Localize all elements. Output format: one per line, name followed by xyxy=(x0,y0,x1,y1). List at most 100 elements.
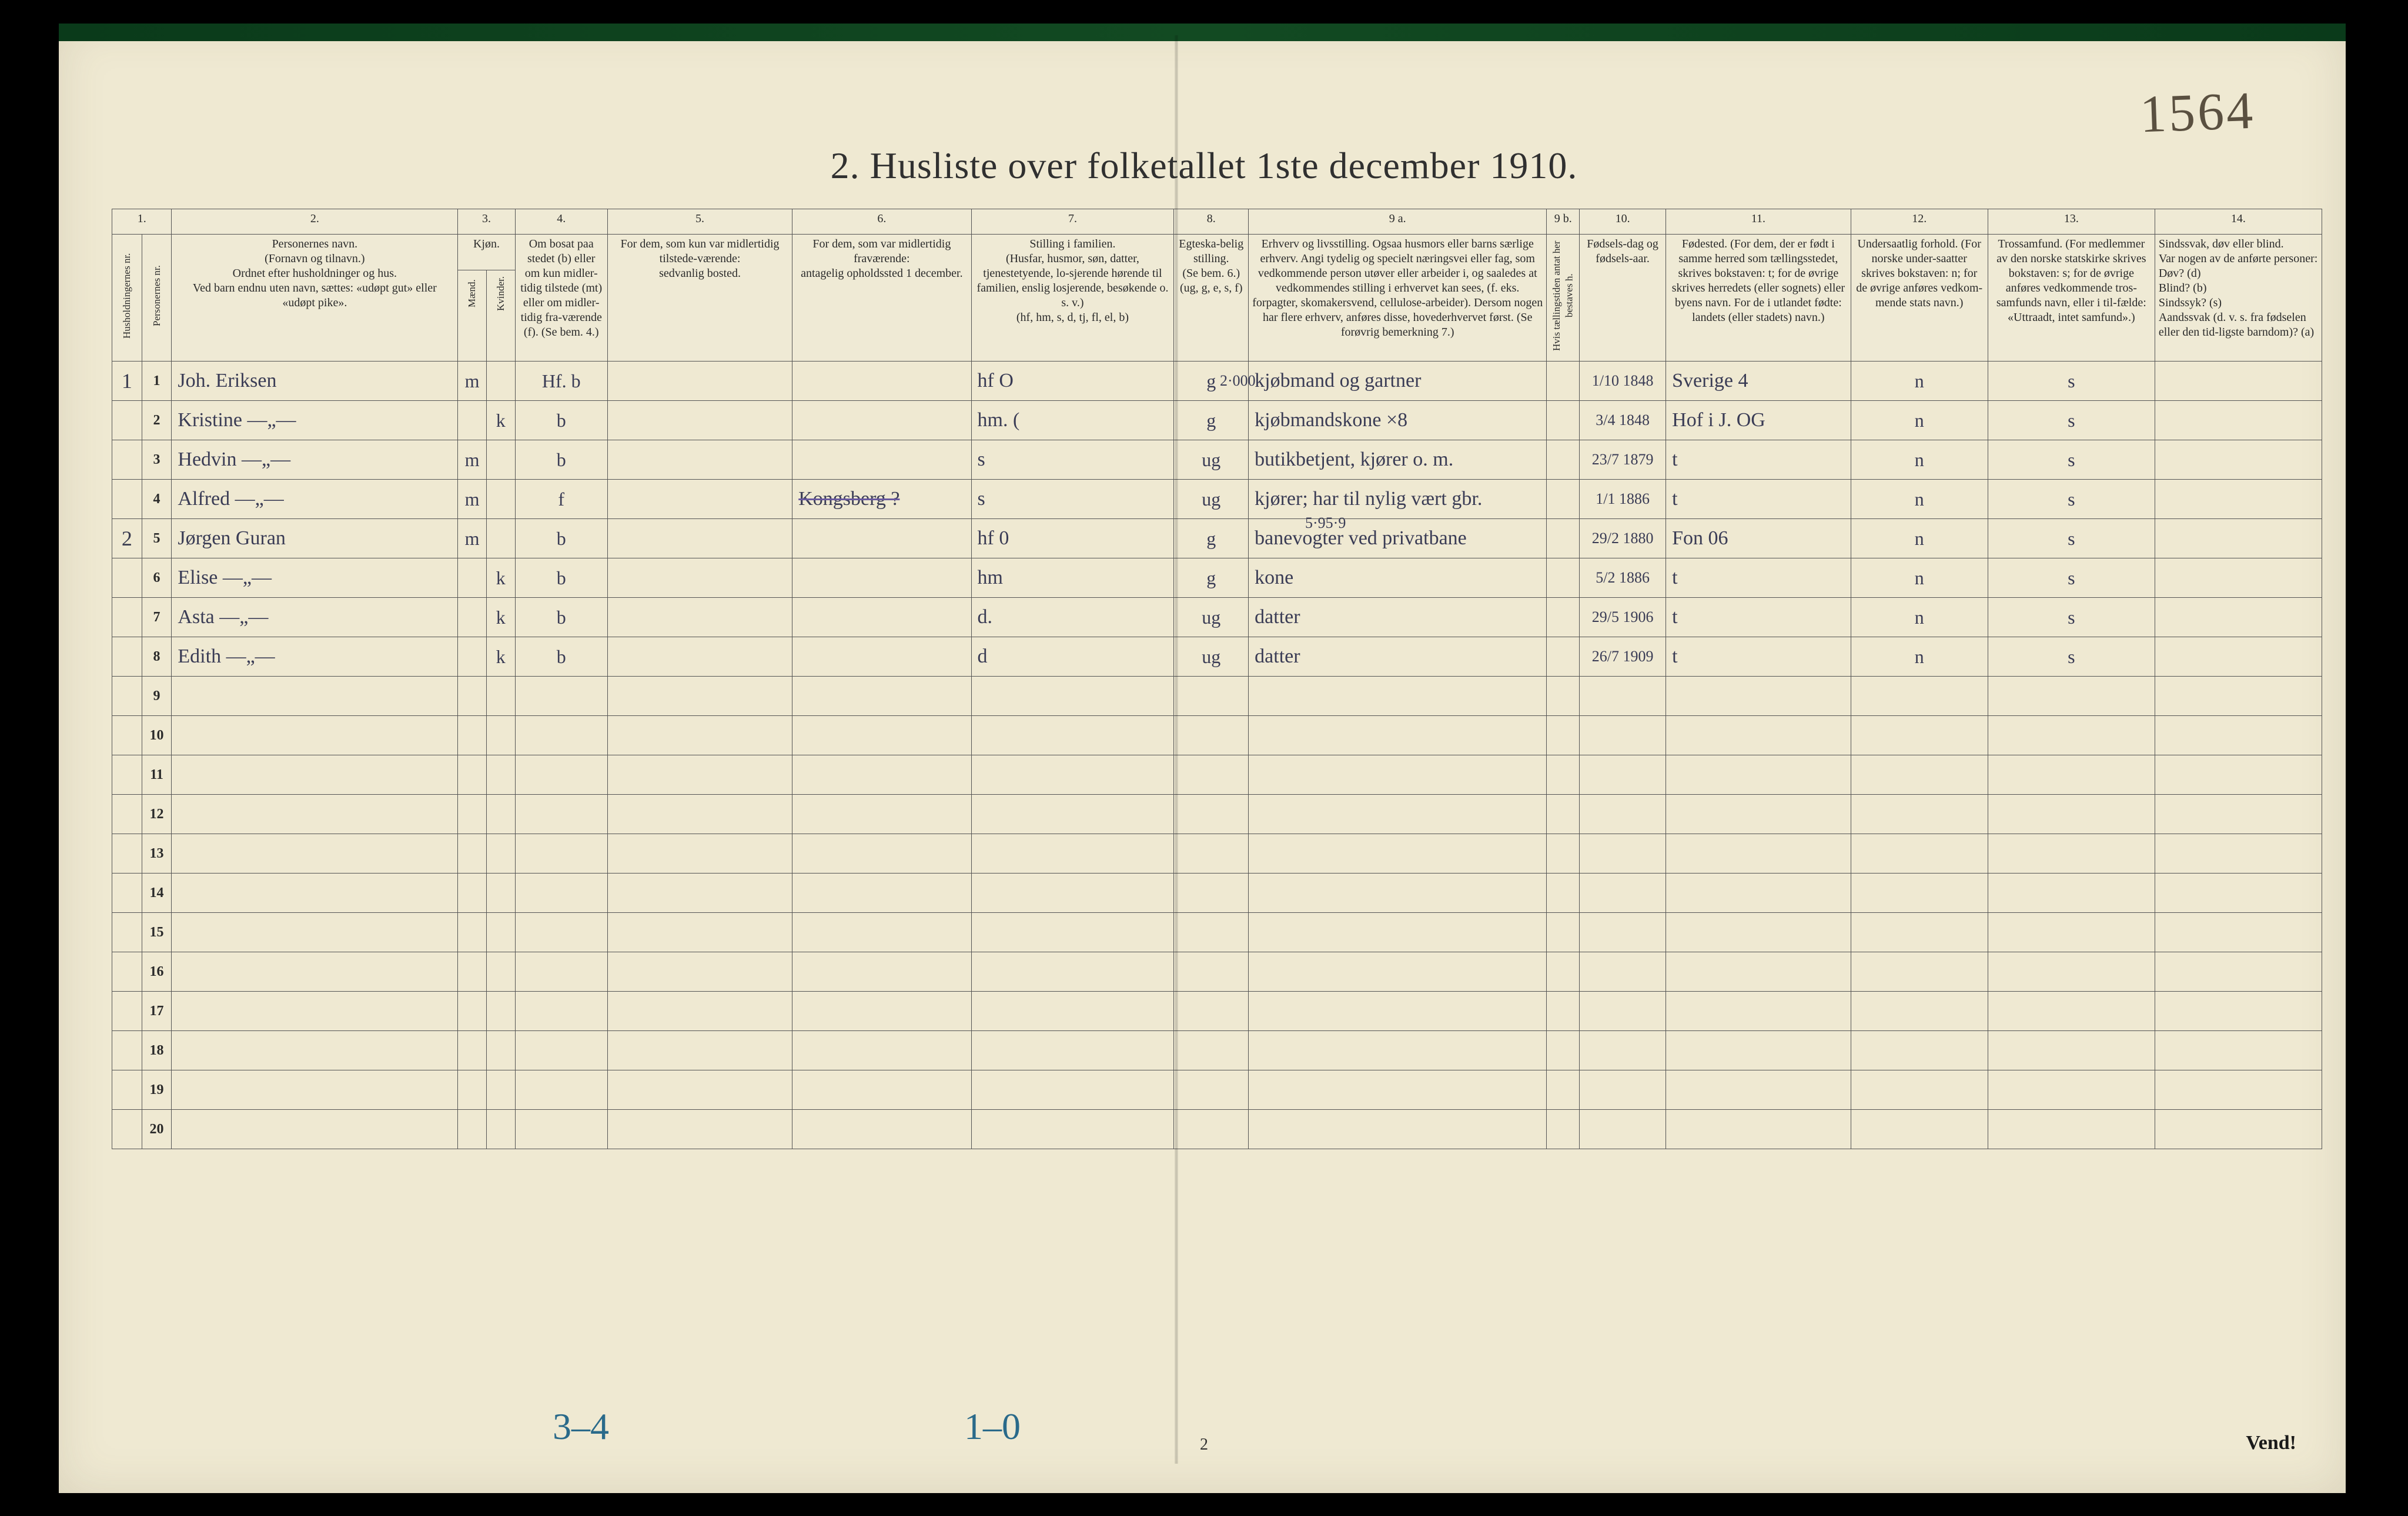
cell-infirmity xyxy=(2155,677,2322,716)
cell-sex-m xyxy=(458,1031,487,1070)
head-9b: Hvis tællingstiden antat her bestaves h. xyxy=(1547,235,1580,362)
cell-name xyxy=(172,677,458,716)
cell-occupation xyxy=(1249,1031,1547,1070)
cell-occupation xyxy=(1249,755,1547,795)
cell-name xyxy=(172,952,458,992)
cell-status xyxy=(515,1031,607,1070)
cell-temp-present xyxy=(607,519,792,558)
cell-temp-absent xyxy=(792,952,971,992)
cell-household-nr xyxy=(112,480,142,519)
cell-temp-present xyxy=(607,1070,792,1110)
cell-9b xyxy=(1547,716,1580,755)
cell-family-pos xyxy=(971,952,1174,992)
cell-sex-m: m xyxy=(458,480,487,519)
cell-infirmity xyxy=(2155,598,2322,637)
cell-sex-m xyxy=(458,992,487,1031)
cell-status xyxy=(515,952,607,992)
cell-sex-k xyxy=(486,362,515,401)
cell-sex-k xyxy=(486,795,515,834)
cell-person-nr: 4 xyxy=(142,480,172,519)
cell-temp-present xyxy=(607,362,792,401)
cell-citizenship: n xyxy=(1851,362,1988,401)
cell-name: Jørgen Guran xyxy=(172,519,458,558)
cell-infirmity xyxy=(2155,519,2322,558)
footer-tally-left: 3–4 xyxy=(553,1405,609,1448)
cell-sex-k xyxy=(486,874,515,913)
cell-9b xyxy=(1547,1031,1580,1070)
head-residence-status: Om bosat paa stedet (b) eller om kun mid… xyxy=(515,235,607,362)
table-row: 20 xyxy=(112,1110,2322,1149)
annotation-row5: 5·95·9 xyxy=(1305,514,1346,532)
document-title: 2. Husliste over folketallet 1ste decemb… xyxy=(0,144,2408,188)
cell-citizenship: n xyxy=(1851,519,1988,558)
cell-occupation: kjører; har til nylig vært gbr. xyxy=(1249,480,1547,519)
cell-status xyxy=(515,874,607,913)
table-row: 11 xyxy=(112,755,2322,795)
col-num-4: 4. xyxy=(515,209,607,235)
cell-status: b xyxy=(515,598,607,637)
cell-status xyxy=(515,1070,607,1110)
cell-9b xyxy=(1547,440,1580,480)
cell-birthplace xyxy=(1666,1070,1851,1110)
cell-name: Alfred —„— xyxy=(172,480,458,519)
cell-infirmity xyxy=(2155,716,2322,755)
col-num-1: 1. xyxy=(112,209,172,235)
cell-temp-present xyxy=(607,1110,792,1149)
head-sex: Kjøn. xyxy=(458,235,515,270)
cell-religion xyxy=(1988,677,2155,716)
cell-infirmity xyxy=(2155,401,2322,440)
cell-marital xyxy=(1174,913,1249,952)
table-row: 8Edith —„—kbdugdatter26/7 1909tns xyxy=(112,637,2322,677)
cell-person-nr: 1 xyxy=(142,362,172,401)
cell-sex-k: k xyxy=(486,558,515,598)
cell-birth: 1/10 1848 xyxy=(1580,362,1666,401)
cell-temp-absent xyxy=(792,1031,971,1070)
cell-temp-absent xyxy=(792,1110,971,1149)
table-row: 11Joh. EriksenmHf. bhf Ogkjøbmand og gar… xyxy=(112,362,2322,401)
cell-occupation xyxy=(1249,716,1547,755)
cell-birthplace: t xyxy=(1666,440,1851,480)
cell-infirmity xyxy=(2155,795,2322,834)
head-infirmity: Sindssvak, døv eller blind. Var nogen av… xyxy=(2155,235,2322,362)
cell-sex-m xyxy=(458,401,487,440)
cell-occupation xyxy=(1249,874,1547,913)
cell-family-pos xyxy=(971,834,1174,874)
cell-household-nr xyxy=(112,1110,142,1149)
cell-9b xyxy=(1547,1070,1580,1110)
cell-citizenship xyxy=(1851,1070,1988,1110)
cell-occupation: datter xyxy=(1249,598,1547,637)
cell-name: Elise —„— xyxy=(172,558,458,598)
cell-temp-absent xyxy=(792,637,971,677)
cell-religion: s xyxy=(1988,362,2155,401)
head-sex-k: Kvinder. xyxy=(486,270,515,362)
cell-occupation xyxy=(1249,952,1547,992)
col-num-9b: 9 b. xyxy=(1547,209,1580,235)
head-birthplace: Fødested. (For dem, der er født i samme … xyxy=(1666,235,1851,362)
cell-temp-present xyxy=(607,834,792,874)
cell-9b xyxy=(1547,677,1580,716)
cell-religion: s xyxy=(1988,401,2155,440)
cell-occupation: kjøbmandskone ×8 xyxy=(1249,401,1547,440)
cell-household-nr: 2 xyxy=(112,519,142,558)
cell-marital xyxy=(1174,677,1249,716)
cell-status: f xyxy=(515,480,607,519)
cell-family-pos xyxy=(971,1070,1174,1110)
cell-temp-absent xyxy=(792,716,971,755)
cell-9b xyxy=(1547,795,1580,834)
cell-birth: 29/5 1906 xyxy=(1580,598,1666,637)
cell-family-pos: d xyxy=(971,637,1174,677)
cell-sex-m xyxy=(458,874,487,913)
cell-marital xyxy=(1174,952,1249,992)
footer-tally-mid: 1–0 xyxy=(964,1405,1021,1448)
cell-religion xyxy=(1988,1031,2155,1070)
cell-family-pos xyxy=(971,795,1174,834)
cell-occupation xyxy=(1249,834,1547,874)
cell-9b xyxy=(1547,1110,1580,1149)
table-row: 7Asta —„—kbd.ugdatter29/5 1906tns xyxy=(112,598,2322,637)
cell-household-nr xyxy=(112,440,142,480)
cell-marital xyxy=(1174,716,1249,755)
head-marital: Egteska-belig stilling. (Se bem. 6.) (ug… xyxy=(1174,235,1249,362)
cell-sex-k xyxy=(486,913,515,952)
cell-infirmity xyxy=(2155,992,2322,1031)
cell-religion: s xyxy=(1988,637,2155,677)
